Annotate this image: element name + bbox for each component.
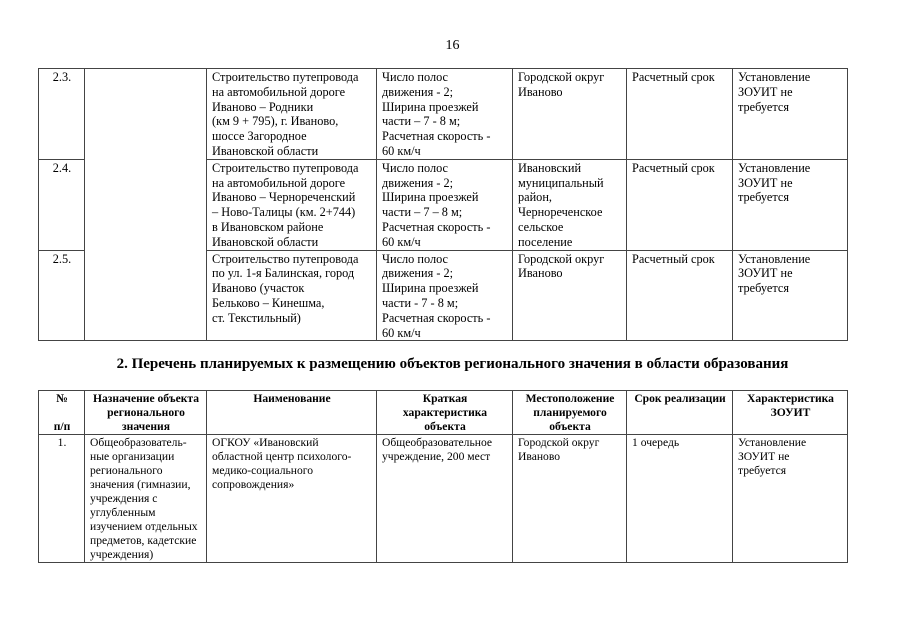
education-objects-table: № п/п Назначение объекта регионального з…	[38, 390, 848, 563]
implementation-term: Расчетный срок	[626, 158, 733, 251]
object-name: Строительство путепровода по ул. 1-я Бал…	[206, 249, 377, 342]
zouit-characteristics: Установление ЗОУИТ не требуется	[732, 434, 848, 563]
object-characteristics: Число полос движения - 2; Ширина проезже…	[376, 68, 513, 160]
zouit-characteristics: Установление ЗОУИТ не требуется	[732, 158, 848, 251]
object-characteristics: Общеобразовательное учреждение, 200 мест	[376, 434, 513, 563]
object-location: Городской округ Иваново	[512, 249, 627, 342]
row-number: 2.3.	[38, 68, 85, 160]
header-location: Местоположение планируемого объекта	[512, 390, 627, 435]
implementation-term: 1 очередь	[626, 434, 733, 563]
page-number: 16	[445, 38, 460, 53]
object-location: Городской округ Иваново	[512, 68, 627, 160]
zouit-characteristics: Установление ЗОУИТ не требуется	[732, 68, 848, 160]
table-row: 2.4. Строительство путепровода на автомо…	[38, 158, 848, 251]
implementation-term: Расчетный срок	[626, 249, 733, 342]
header-number: № п/п	[38, 390, 85, 435]
roads-table: 2.3. Строительство путепровода на автомо…	[38, 67, 848, 342]
implementation-term: Расчетный срок	[626, 68, 733, 160]
header-zouit: Характеристика ЗОУИТ	[732, 390, 848, 435]
purpose-cell	[84, 67, 207, 342]
object-characteristics: Число полос движения - 2; Ширина проезже…	[376, 158, 513, 251]
object-name: ОГКОУ «Ивановский областной центр психол…	[206, 434, 377, 563]
table-row: 2.3. Строительство путепровода на автомо…	[38, 67, 848, 342]
section-title: 2. Перечень планируемых к размещению объ…	[116, 356, 789, 372]
object-location: Городской округ Иваново	[512, 434, 627, 563]
row-number: 2.5.	[38, 249, 85, 342]
object-purpose: Общеобразователь- ные организации регион…	[84, 434, 207, 563]
object-characteristics: Число полос движения - 2; Ширина проезже…	[376, 249, 513, 342]
header-purpose: Назначение объекта регионального значени…	[84, 390, 207, 435]
header-characteristics: Краткая характеристика объекта	[376, 390, 513, 435]
table-row: 2.5. Строительство путепровода по ул. 1-…	[38, 249, 848, 342]
zouit-characteristics: Установление ЗОУИТ не требуется	[732, 249, 848, 342]
object-name: Строительство путепровода на автомобильн…	[206, 158, 377, 251]
row-number: 2.4.	[38, 158, 85, 251]
row-number: 1.	[38, 434, 85, 563]
object-name: Строительство путепровода на автомобильн…	[206, 68, 377, 160]
table-header-row: № п/п Назначение объекта регионального з…	[38, 390, 848, 435]
table-row: 1. Общеобразователь- ные организации рег…	[38, 434, 848, 563]
object-location: Ивановский муниципальный район, Чернореч…	[512, 158, 627, 251]
header-term: Срок реализации	[626, 390, 733, 435]
header-name: Наименование	[206, 390, 377, 435]
